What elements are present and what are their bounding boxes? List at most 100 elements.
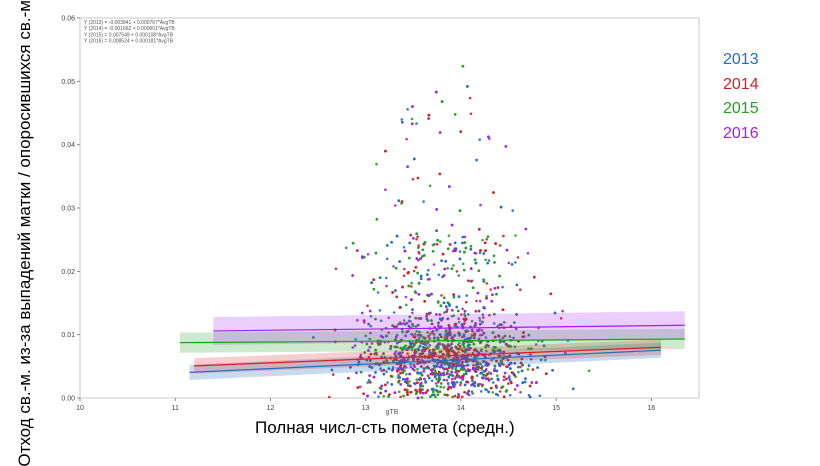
- y-tick-label-6: 0.06: [61, 16, 75, 23]
- data-point: [469, 346, 472, 350]
- data-point: [375, 353, 378, 356]
- data-point: [416, 390, 419, 394]
- data-point: [430, 368, 433, 372]
- data-point: [472, 343, 476, 346]
- data-point: [457, 274, 461, 277]
- data-point: [461, 375, 464, 378]
- data-point: [438, 390, 442, 394]
- data-point: [446, 382, 450, 385]
- data-point: [477, 365, 481, 369]
- data-point: [433, 348, 437, 352]
- data-point: [432, 263, 436, 266]
- data-point: [440, 259, 443, 263]
- data-point: [445, 367, 448, 371]
- data-point: [366, 304, 369, 308]
- data-point: [457, 351, 460, 354]
- data-point: [505, 365, 508, 368]
- data-point: [457, 295, 461, 298]
- data-point: [495, 292, 498, 296]
- data-point: [426, 365, 429, 369]
- data-point: [523, 380, 527, 384]
- data-point: [382, 394, 386, 398]
- data-point: [366, 381, 370, 384]
- data-point: [435, 208, 439, 211]
- data-point: [417, 293, 421, 296]
- data-point: [538, 394, 542, 398]
- data-point: [387, 331, 390, 335]
- data-point: [428, 184, 432, 188]
- data-point: [448, 185, 451, 188]
- data-point: [479, 371, 483, 375]
- data-point: [396, 370, 399, 373]
- data-point: [401, 330, 404, 334]
- data-point: [402, 394, 405, 398]
- data-point: [418, 345, 422, 348]
- data-point: [495, 392, 498, 396]
- data-point: [482, 373, 485, 377]
- data-point: [489, 288, 493, 291]
- data-point: [419, 390, 422, 394]
- data-point: [415, 350, 418, 354]
- data-point: [447, 385, 451, 389]
- data-point: [486, 235, 490, 238]
- data-point: [359, 370, 363, 374]
- data-point: [466, 345, 470, 348]
- data-point: [481, 238, 484, 242]
- data-point: [423, 300, 427, 303]
- data-point: [498, 244, 502, 247]
- data-point: [356, 319, 359, 322]
- data-point: [505, 343, 509, 347]
- data-point: [412, 269, 416, 273]
- data-point: [403, 267, 406, 271]
- data-point: [368, 309, 372, 313]
- data-point: [420, 349, 424, 352]
- data-point: [502, 378, 506, 382]
- data-point: [437, 370, 441, 374]
- data-point: [394, 335, 398, 339]
- data-point: [427, 312, 431, 315]
- data-point: [527, 364, 531, 367]
- data-point: [438, 378, 441, 381]
- data-point: [373, 391, 377, 394]
- data-point: [508, 335, 512, 338]
- line-layer: [179, 324, 685, 373]
- data-point: [439, 365, 442, 369]
- data-point: [430, 292, 433, 296]
- data-point: [415, 122, 418, 125]
- data-point: [439, 385, 443, 389]
- data-point: [497, 362, 501, 366]
- data-point: [494, 242, 497, 245]
- data-point: [382, 352, 385, 355]
- data-point: [456, 370, 460, 373]
- data-point: [465, 294, 469, 297]
- data-point: [442, 371, 446, 375]
- data-point: [444, 260, 448, 263]
- data-point: [452, 293, 456, 296]
- data-point: [405, 137, 408, 141]
- data-point: [527, 333, 531, 337]
- x-tick-label-6: 16: [647, 405, 655, 412]
- data-point: [441, 317, 444, 320]
- x-tick-label-5: 15: [552, 405, 560, 412]
- data-point: [380, 384, 384, 388]
- data-point: [446, 387, 450, 391]
- data-point: [447, 234, 451, 237]
- data-point: [448, 366, 451, 370]
- data-point: [507, 261, 511, 265]
- data-point: [395, 325, 398, 328]
- data-point: [426, 331, 429, 334]
- data-point: [507, 363, 511, 367]
- y-tick-label-1: 0.01: [61, 332, 75, 339]
- data-point: [426, 319, 430, 322]
- data-point: [312, 336, 315, 339]
- data-point: [417, 259, 420, 262]
- data-point: [542, 344, 546, 348]
- data-point: [427, 117, 430, 120]
- data-point: [488, 313, 491, 317]
- data-point: [406, 359, 409, 362]
- data-point: [431, 370, 434, 374]
- data-point: [480, 329, 484, 332]
- regression-line-2015: [179, 338, 685, 344]
- data-point: [417, 250, 421, 254]
- data-point: [395, 333, 399, 337]
